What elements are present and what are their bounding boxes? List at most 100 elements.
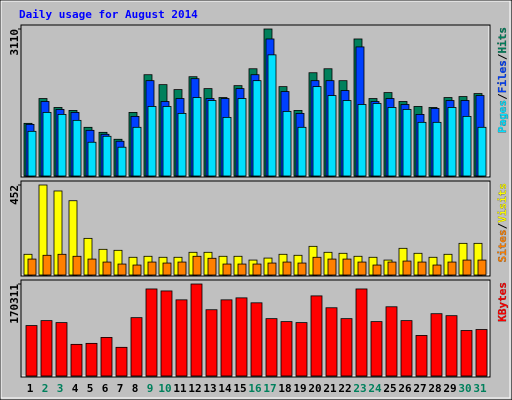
x-tick-label: 20: [308, 382, 321, 395]
legend-separator: /: [496, 93, 509, 100]
bar: [130, 317, 143, 377]
bar: [447, 261, 457, 276]
bar: [72, 255, 82, 276]
x-tick-label: 24: [368, 382, 382, 395]
bar: [177, 261, 187, 276]
legend-entry: Hits: [496, 27, 509, 54]
legend-entry: Visits: [496, 183, 509, 223]
y-tick-label: 170311: [8, 284, 21, 324]
bar: [327, 95, 337, 177]
x-tick-label: 22: [338, 382, 351, 395]
y-tick-label: 452: [8, 185, 21, 205]
bar: [282, 111, 292, 177]
bar: [267, 262, 277, 276]
legend-separator: /: [496, 222, 509, 229]
bar: [387, 107, 397, 177]
bar: [162, 262, 172, 276]
x-tick-label: 9: [147, 382, 154, 395]
legend: Pages/Files/Hits: [496, 27, 509, 133]
bar: [312, 86, 322, 177]
bar: [252, 80, 262, 177]
x-tick-label: 25: [383, 382, 396, 395]
bar: [310, 295, 323, 377]
bar: [162, 106, 172, 177]
bar: [340, 318, 353, 377]
y-tick-label: 3110: [8, 29, 21, 56]
bar: [312, 256, 322, 276]
bar: [355, 288, 368, 377]
legend-entry: Pages: [496, 100, 509, 133]
bar: [42, 112, 52, 177]
x-tick-label: 19: [293, 382, 306, 395]
bar: [325, 307, 338, 377]
bar: [177, 113, 187, 177]
bar: [115, 346, 128, 377]
bar: [147, 106, 157, 177]
bar: [462, 115, 472, 177]
bar: [235, 297, 248, 377]
x-tick-label: 18: [278, 382, 291, 395]
x-tick-label: 11: [173, 382, 187, 395]
bar: [72, 119, 82, 177]
x-tick-label: 23: [353, 382, 366, 395]
bar: [295, 322, 308, 377]
bar: [205, 309, 218, 377]
x-tick-label: 26: [398, 382, 412, 395]
bar: [432, 264, 442, 276]
bar: [192, 97, 202, 177]
x-tick-label: 8: [132, 382, 139, 395]
bar: [117, 263, 127, 276]
bar: [280, 321, 293, 377]
bar: [372, 264, 382, 276]
bar: [475, 329, 488, 377]
bar: [207, 257, 217, 276]
bar: [357, 261, 367, 276]
bar: [220, 299, 233, 377]
legend: Sites/Visits: [496, 183, 509, 263]
bar: [297, 262, 307, 276]
bar: [222, 263, 232, 276]
bar: [70, 343, 83, 377]
bar: [462, 259, 472, 276]
legend: KBytes: [496, 282, 509, 322]
bar: [417, 261, 427, 276]
bar: [132, 264, 142, 276]
bar: [342, 258, 352, 276]
bar: [147, 261, 157, 276]
bar: [207, 100, 217, 177]
x-tick-label: 27: [413, 382, 426, 395]
bar: [117, 146, 127, 177]
bar: [265, 318, 278, 377]
bar: [370, 321, 383, 377]
bar: [387, 261, 397, 276]
bar: [460, 330, 473, 377]
x-tick-label: 1: [27, 382, 34, 395]
legend-separator: /: [496, 53, 509, 60]
x-tick-label: 6: [102, 382, 109, 395]
bar: [25, 325, 38, 377]
bar: [57, 253, 67, 276]
bar: [402, 260, 412, 276]
bar: [430, 313, 443, 377]
bar: [57, 114, 67, 177]
bar: [372, 103, 382, 177]
bar: [175, 299, 188, 377]
x-tick-label: 16: [248, 382, 262, 395]
bar: [132, 126, 142, 177]
x-tick-label: 2: [42, 382, 49, 395]
bar: [402, 109, 412, 177]
x-tick-label: 31: [473, 382, 487, 395]
bar: [357, 104, 367, 177]
bar: [400, 320, 413, 377]
bar: [40, 320, 53, 377]
legend-entry: KBytes: [496, 282, 509, 322]
x-tick-label: 13: [203, 382, 216, 395]
bar: [87, 141, 97, 177]
bar: [432, 121, 442, 177]
x-tick-label: 12: [188, 382, 201, 395]
bar: [282, 261, 292, 276]
x-tick-label: 14: [218, 382, 232, 395]
bar: [237, 263, 247, 276]
